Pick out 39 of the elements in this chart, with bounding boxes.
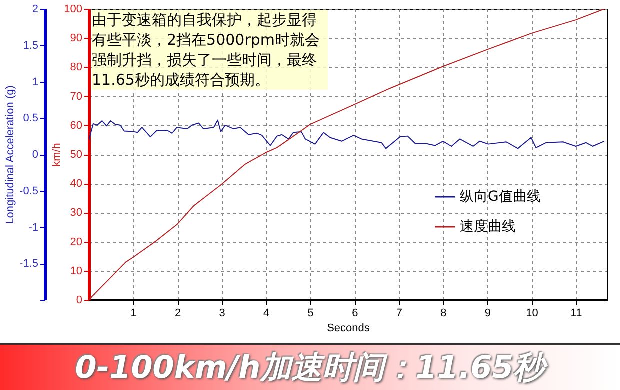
x-tick-label: 8 — [440, 308, 447, 320]
y2-axis-title: Longitudinal Acceleration (g) — [4, 86, 17, 224]
text: 0-100km/h加速时间：11.65秒 — [0, 345, 620, 390]
y-tick-label: 70 — [70, 90, 82, 103]
x-tick-label: 6 — [352, 308, 358, 320]
y-tick-label: 10 — [70, 265, 82, 278]
x-tick-label: 11 — [570, 308, 582, 320]
y-tick-label: 60 — [70, 120, 82, 132]
y2-tick-label: -1 — [28, 222, 38, 234]
y2-tick-label: -0.5 — [20, 185, 38, 198]
x-tick-label: 4 — [264, 308, 270, 320]
x-axis-title: Seconds — [327, 322, 370, 334]
y2-tick-label: 0 — [32, 149, 38, 161]
y-tick-label: 100 — [64, 4, 82, 16]
x-tick-label: 9 — [484, 308, 492, 320]
y-axis-title: km/h — [51, 143, 64, 167]
x-tick-label: 7 — [396, 308, 402, 320]
y2-tick-label: 1.5 — [23, 40, 38, 52]
y2-tick-label: 2 — [32, 4, 38, 16]
x-tick-label: 2 — [174, 308, 182, 320]
legend-label: 纵向G值曲线 — [460, 189, 541, 205]
line-series — [89, 9, 606, 300]
y-tick-label: 40 — [70, 178, 82, 190]
y-tick-label: 30 — [70, 207, 82, 220]
legend-label: 速度曲线 — [460, 219, 516, 235]
y-tick-label: 50 — [70, 149, 82, 161]
y-tick-label: 20 — [70, 236, 82, 248]
annotation: 由于变速箱的自我保护，起步显得有些平淡，2挡在5000rpm时就会强制升挡，损失了一些时间，最终11.65秒的成绩符合预期。 — [92, 10, 328, 90]
x-tick-label: 1 — [130, 308, 137, 320]
y2-tick-label: 0.5 — [23, 112, 38, 125]
y2-tick-label: 1 — [32, 76, 38, 88]
y2-tick-label: -1.5 — [20, 258, 38, 270]
y-tick-label: 80 — [70, 62, 82, 74]
line-series — [89, 120, 605, 150]
x-tick-label: 3 — [219, 308, 226, 320]
y-tick-label: 0 — [76, 294, 82, 306]
x-tick-label: 5 — [308, 308, 314, 320]
y-tick-label: 90 — [70, 32, 82, 45]
x-tick-label: 10 — [526, 308, 538, 320]
